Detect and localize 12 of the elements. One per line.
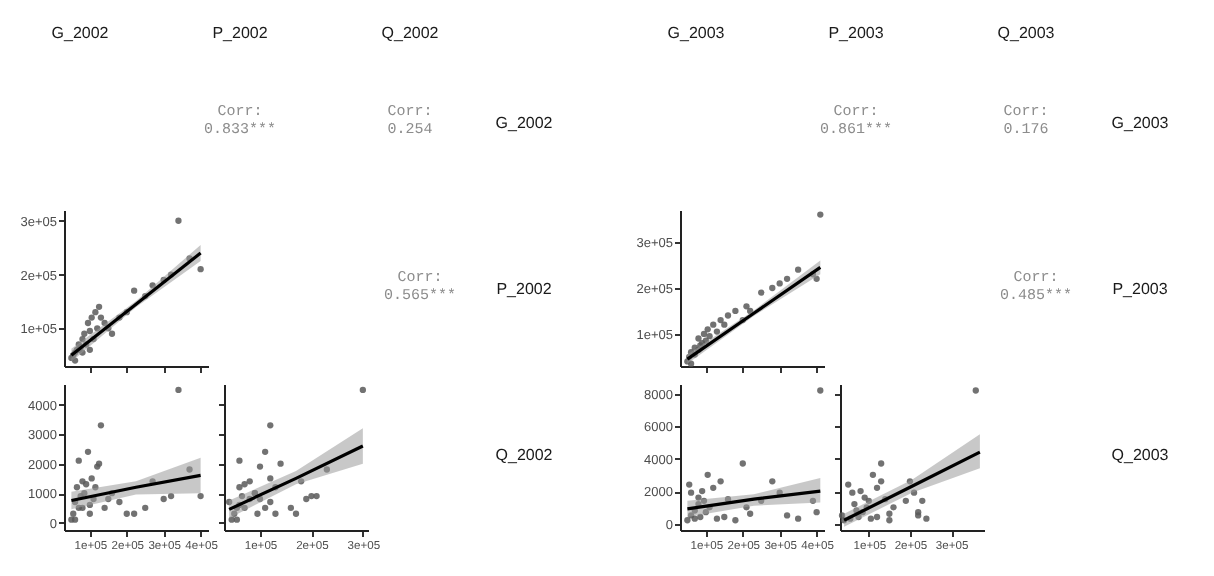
text: G_2003 <box>667 24 725 42</box>
text: G_2002 <box>495 114 553 132</box>
text: Q_2003 <box>1111 446 1169 464</box>
text: P_2002 <box>212 24 268 42</box>
text: Q_2002 <box>495 446 553 464</box>
text: P_2003 <box>1112 280 1168 298</box>
text: Q_2002 <box>381 24 439 42</box>
text: P_2002 <box>496 280 552 298</box>
text: Q_2003 <box>997 24 1055 42</box>
text: P_2003 <box>828 24 884 42</box>
text: G_2003 <box>1111 114 1169 132</box>
text: G_2002 <box>51 24 109 42</box>
